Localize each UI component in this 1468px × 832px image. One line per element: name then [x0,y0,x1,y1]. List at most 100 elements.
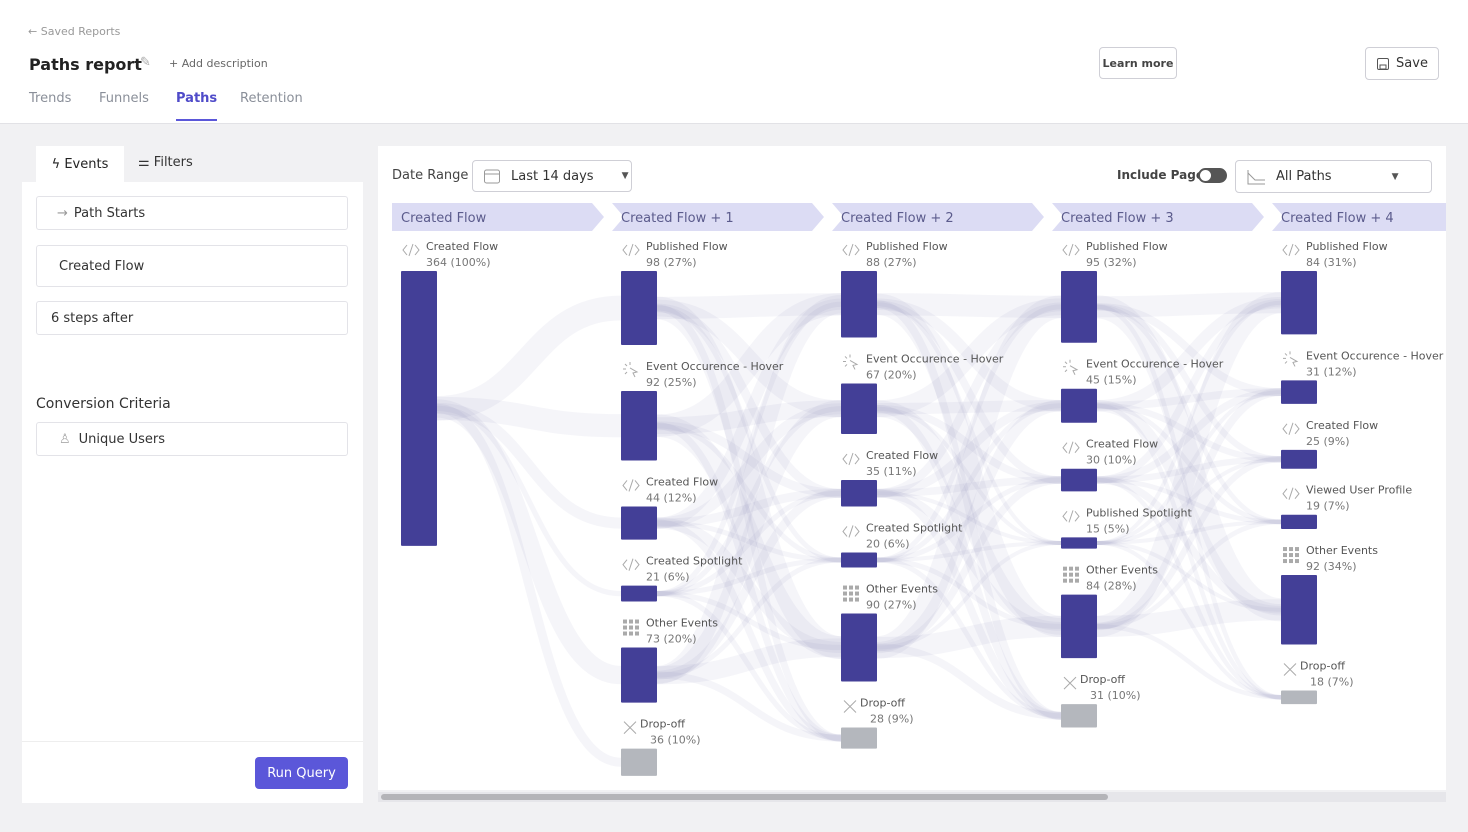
icon-part [849,591,853,596]
report-tab[interactable]: Funnels [99,91,149,106]
conversion-selector[interactable]: ♙ Unique Users [36,422,348,456]
breadcrumb[interactable]: ← Saved Reports [28,25,121,38]
breadcrumb-text[interactable]: Saved Reports [40,25,121,38]
include-pages-toggle[interactable] [1198,168,1227,183]
flow-link [436,396,622,438]
icon-part [629,631,633,636]
flow-link [1096,624,1282,700]
filters-tab[interactable]: ⚌ Filters [138,155,193,170]
column-header [1272,203,1446,231]
icon-part [842,452,860,466]
dropoff-icon [843,700,857,713]
icon-part [1282,422,1300,435]
report-tab[interactable]: Paths [176,91,218,121]
column-title: Created Flow [401,211,487,226]
flow-link [656,406,842,597]
run-query-button[interactable]: Run Query [255,757,348,789]
learn-more-button[interactable]: Learn more [1099,47,1177,79]
icon-part [1289,547,1293,552]
node-name: Drop-off [860,697,905,710]
node-stat: 88 (27%) [866,256,917,269]
save-text[interactable]: Save [1396,56,1428,71]
node-stat: 73 (20%) [646,633,697,646]
flow-link [655,414,843,659]
flow-link [1095,292,1283,637]
report-tab[interactable]: Trends [29,91,72,106]
node-stat: 31 (12%) [1306,365,1357,378]
events-tab[interactable]: ϟ Events [36,146,124,182]
code-icon [1282,243,1300,257]
icon-part [842,525,860,538]
flow-link [1096,390,1282,546]
date-range-select[interactable]: Last 14 days ▼ [472,160,632,192]
flow-link [656,590,842,741]
icon-part [629,625,633,630]
report-tab[interactable]: Retention [240,91,303,106]
icon-part [1063,566,1067,571]
icon-part [1075,578,1079,583]
paths-select[interactable]: All Paths ▼ [1235,160,1432,193]
flow-link [656,671,842,742]
scrollbar-thumb[interactable] [381,794,1108,800]
add-description-text[interactable]: Add description [181,57,268,70]
flow-link [1096,388,1282,484]
flow-link [656,304,842,742]
events-tab-text[interactable]: Events [64,156,109,172]
node-name: Other Events [646,617,718,630]
steps-selector[interactable]: 6 steps after [36,301,348,335]
node-name: Other Events [866,583,938,596]
icon-part [623,721,637,734]
save-icon [1377,57,1390,70]
filters-tab-text[interactable]: Filters [153,155,193,170]
node-name: Published Flow [1086,240,1168,253]
icon-part [1069,566,1073,571]
flow-link [876,477,1062,563]
node-stat: 92 (34%) [1306,560,1357,573]
flow-link [1096,457,1282,546]
flow-link [656,400,842,684]
event-selector[interactable]: Created Flow [36,245,348,287]
flow-link [1096,300,1282,546]
date-range-value[interactable]: Last 14 days [511,168,594,184]
flow-link [1096,403,1282,700]
dropoff-bar [1281,690,1317,705]
node-stat: 15 (5%) [1086,522,1130,535]
icon-part [1063,578,1067,583]
edit-icon[interactable]: ✎ [140,55,151,70]
flow-link [1096,456,1282,630]
save-button[interactable]: Save [1365,47,1439,80]
code-icon [1282,487,1300,500]
flow-link [1096,304,1282,700]
icon-part [855,597,859,602]
node-name: Created Spotlight [646,555,743,568]
flow-link [876,615,1062,659]
icon-part [1283,553,1287,558]
icon-part [1075,566,1079,571]
paths-value[interactable]: All Paths [1276,169,1332,184]
flow-link [876,541,1062,562]
flow-link [1096,477,1282,700]
code-icon [1062,510,1080,523]
icon-part [1069,578,1073,583]
icon-part [1062,510,1080,523]
flow-link [876,400,1062,415]
node-stat: 44 (12%) [646,491,697,504]
divider [22,741,363,742]
flow-link [876,488,1062,631]
path-starts-text[interactable]: Path Starts [73,205,146,221]
flow-link [1096,519,1282,629]
flow-link [876,298,1062,412]
node-name: Created Spotlight [866,521,963,534]
path-starts[interactable]: → Path Starts [36,196,348,230]
flow-link [876,643,1062,720]
column-header [832,203,1044,231]
node-name: Created Flow [426,240,498,253]
flow-link [1096,402,1282,463]
flow-link [1095,295,1283,622]
flow-link [656,293,842,437]
icon-part [843,700,857,713]
add-description[interactable]: + Add description [169,57,268,70]
flow-link [875,293,1063,637]
conversion-value[interactable]: Unique Users [78,431,166,447]
